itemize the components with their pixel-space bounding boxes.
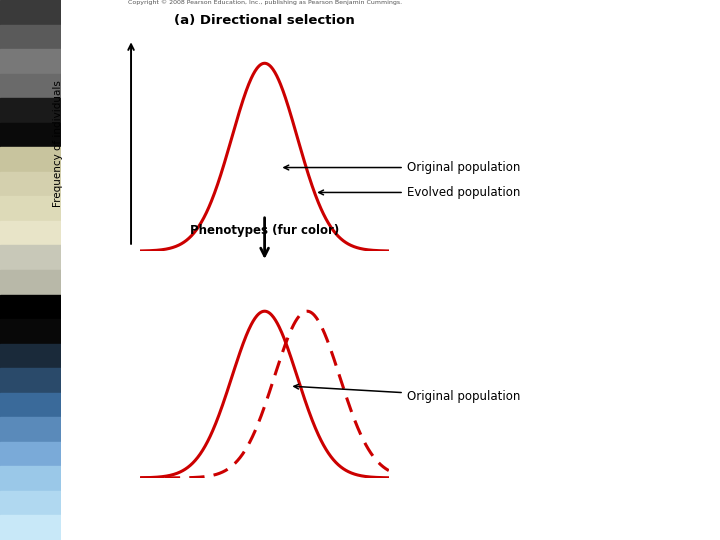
Bar <box>0 73 61 98</box>
Bar <box>0 516 61 540</box>
Text: Copyright © 2008 Pearson Education, Inc., publishing as Pearson Benjamin Cumming: Copyright © 2008 Pearson Education, Inc.… <box>127 0 402 5</box>
Bar <box>0 246 61 270</box>
Text: Original population: Original population <box>294 384 520 403</box>
Bar <box>0 197 61 221</box>
Text: (a) Directional selection: (a) Directional selection <box>174 14 355 26</box>
Bar <box>0 24 61 49</box>
Text: Frequency of individuals: Frequency of individuals <box>53 80 63 206</box>
Text: Original population: Original population <box>284 161 520 174</box>
Bar <box>0 294 61 319</box>
Bar <box>0 221 61 246</box>
Bar <box>0 270 61 294</box>
Bar <box>0 172 61 197</box>
Bar <box>0 147 61 172</box>
Bar <box>0 442 61 467</box>
Bar <box>0 123 61 147</box>
Bar <box>0 0 61 24</box>
Bar <box>0 467 61 491</box>
Bar <box>0 319 61 343</box>
Bar <box>0 343 61 368</box>
Bar <box>0 49 61 73</box>
Bar <box>0 368 61 393</box>
Text: Phenotypes (fur color): Phenotypes (fur color) <box>190 225 339 238</box>
Text: Evolved population: Evolved population <box>319 186 520 199</box>
Bar <box>0 98 61 123</box>
Bar <box>0 491 61 516</box>
Bar <box>0 393 61 417</box>
Bar <box>0 417 61 442</box>
